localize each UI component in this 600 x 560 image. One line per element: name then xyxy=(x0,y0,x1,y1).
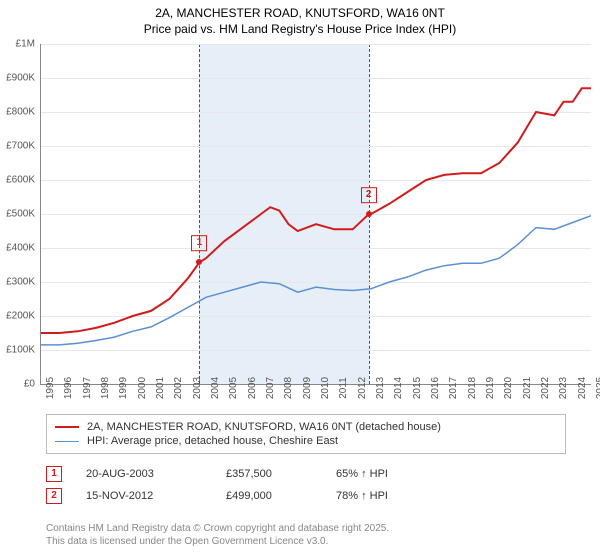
y-axis-label: £300K xyxy=(0,277,35,288)
sale-delta: 78% ↑ HPI xyxy=(336,490,388,502)
sale-date: 15-NOV-2012 xyxy=(86,490,226,502)
sale-row: 1 20-AUG-2003£357,50065% ↑ HPI xyxy=(46,466,566,482)
legend-swatch xyxy=(55,426,79,428)
chart-container: 2A, MANCHESTER ROAD, KNUTSFORD, WA16 0NT… xyxy=(0,0,600,560)
y-axis-label: £1M xyxy=(0,39,35,50)
y-axis-label: £0 xyxy=(0,379,35,390)
sale-point-label: 1 xyxy=(191,236,207,252)
legend: 2A, MANCHESTER ROAD, KNUTSFORD, WA16 0NT… xyxy=(46,414,566,454)
line-series xyxy=(41,216,591,345)
y-axis-label: £100K xyxy=(0,345,35,356)
legend-swatch xyxy=(55,441,79,442)
series-svg xyxy=(41,44,591,384)
y-axis-label: £700K xyxy=(0,141,35,152)
sale-date: 20-AUG-2003 xyxy=(86,468,226,480)
title-line-1: 2A, MANCHESTER ROAD, KNUTSFORD, WA16 0NT xyxy=(0,6,600,22)
line-series xyxy=(41,88,591,333)
y-axis-label: £600K xyxy=(0,175,35,186)
legend-label: 2A, MANCHESTER ROAD, KNUTSFORD, WA16 0NT… xyxy=(87,421,441,433)
sales-table: 1 20-AUG-2003£357,50065% ↑ HPI 2 15-NOV-201… xyxy=(46,460,566,510)
legend-row: 2A, MANCHESTER ROAD, KNUTSFORD, WA16 0NT… xyxy=(55,421,557,433)
sale-row: 2 15-NOV-2012£499,00078% ↑ HPI xyxy=(46,488,566,504)
chart-title: 2A, MANCHESTER ROAD, KNUTSFORD, WA16 0NT… xyxy=(0,0,600,37)
sale-index-marker: 2 xyxy=(46,488,62,504)
sale-delta: 65% ↑ HPI xyxy=(336,468,388,480)
chart-plot: £0£100K£200K£300K£400K£500K£600K£700K£80… xyxy=(40,44,590,404)
footer-line-2: This data is licensed under the Open Gov… xyxy=(46,535,389,548)
sale-price: £357,500 xyxy=(226,468,336,480)
y-axis-label: £800K xyxy=(0,107,35,118)
sale-point xyxy=(196,259,202,265)
sale-point xyxy=(366,211,372,217)
legend-row: HPI: Average price, detached house, Ches… xyxy=(55,435,557,447)
x-axis-label: 2025 xyxy=(595,377,600,399)
sale-point-label: 2 xyxy=(361,188,377,204)
title-line-2: Price paid vs. HM Land Registry's House … xyxy=(0,22,600,38)
legend-label: HPI: Average price, detached house, Ches… xyxy=(87,435,338,447)
sale-price: £499,000 xyxy=(226,490,336,502)
footer-line-1: Contains HM Land Registry data © Crown c… xyxy=(46,522,389,535)
sale-index-marker: 1 xyxy=(46,466,62,482)
y-axis-label: £500K xyxy=(0,209,35,220)
footer: Contains HM Land Registry data © Crown c… xyxy=(46,522,389,548)
y-axis-label: £200K xyxy=(0,311,35,322)
y-axis-label: £900K xyxy=(0,73,35,84)
y-axis-label: £400K xyxy=(0,243,35,254)
plot-area: £0£100K£200K£300K£400K£500K£600K£700K£80… xyxy=(40,44,591,385)
